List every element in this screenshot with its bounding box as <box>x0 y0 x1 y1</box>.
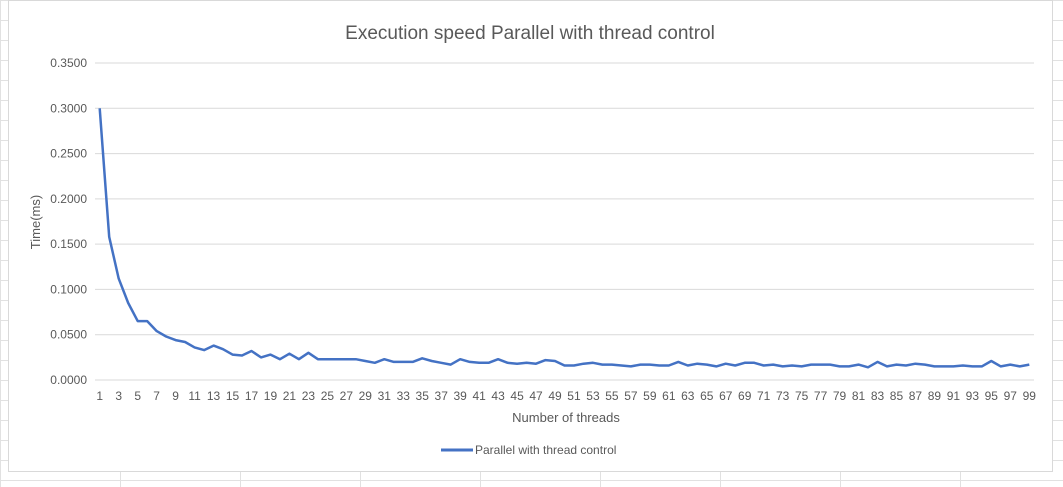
x-tick-label: 3 <box>115 389 122 403</box>
legend-label: Parallel with thread control <box>475 443 616 457</box>
x-tick-label: 7 <box>153 389 160 403</box>
y-tick-label: 0.1000 <box>50 282 87 296</box>
x-tick-label: 51 <box>567 389 581 403</box>
x-tick-label: 29 <box>359 389 373 403</box>
x-tick-label: 9 <box>172 389 179 403</box>
y-tick-label: 0.0000 <box>50 373 87 387</box>
x-tick-label: 93 <box>966 389 980 403</box>
x-tick-label: 89 <box>928 389 942 403</box>
x-tick-label: 5 <box>134 389 141 403</box>
y-tick-label: 0.2000 <box>50 192 87 206</box>
x-tick-label: 13 <box>207 389 221 403</box>
x-tick-label: 27 <box>340 389 354 403</box>
x-tick-label: 77 <box>814 389 828 403</box>
x-tick-label: 73 <box>776 389 790 403</box>
gridlines <box>95 62 1034 336</box>
x-tick-label: 97 <box>1004 389 1018 403</box>
x-tick-label: 17 <box>245 389 259 403</box>
x-tick-label: 81 <box>852 389 866 403</box>
x-tick-label: 15 <box>226 389 240 403</box>
x-tick-label: 49 <box>548 389 562 403</box>
x-tick-label: 91 <box>947 389 961 403</box>
x-tick-label: 37 <box>435 389 449 403</box>
series-layer <box>98 108 1030 369</box>
x-tick-label: 87 <box>909 389 923 403</box>
y-axis-ticks: 0.0000 0.0500 0.1000 0.1500 0.2000 0.2500 0.30… <box>50 56 87 387</box>
x-tick-label: 35 <box>416 389 430 403</box>
x-tick-label: 95 <box>985 389 999 403</box>
x-tick-label: 83 <box>871 389 885 403</box>
x-tick-label: 65 <box>700 389 714 403</box>
x-tick-label: 57 <box>624 389 638 403</box>
legend[interactable]: Parallel with thread control <box>441 443 616 457</box>
x-tick-label: 63 <box>681 389 695 403</box>
x-tick-label: 33 <box>397 389 411 403</box>
x-axis-label: Number of threads <box>512 410 620 425</box>
x-tick-label: 75 <box>795 389 809 403</box>
x-tick-label: 99 <box>1023 389 1037 403</box>
x-tick-label: 79 <box>833 389 847 403</box>
chart-title: Execution speed Parallel with thread con… <box>345 23 715 44</box>
x-tick-label: 45 <box>510 389 524 403</box>
x-tick-label: 43 <box>491 389 505 403</box>
x-tick-label: 85 <box>890 389 904 403</box>
y-tick-label: 0.3500 <box>50 56 87 70</box>
y-tick-label: 0.1500 <box>50 237 87 251</box>
x-tick-label: 47 <box>529 389 543 403</box>
x-tick-label: 11 <box>188 389 201 403</box>
x-tick-label: 53 <box>586 389 600 403</box>
x-tick-label: 39 <box>453 389 467 403</box>
series-line[interactable] <box>98 108 1030 369</box>
x-tick-label: 41 <box>472 389 486 403</box>
x-axis-ticks: 1 3 5 7 9 11 13 15 17 19 21 23 25 27 29 31 33 35 37 39 41 43 4… <box>96 389 1036 403</box>
x-tick-label: 67 <box>719 389 733 403</box>
x-tick-label: 61 <box>662 389 676 403</box>
line-chart: Execution speed Parallel with thread con… <box>28 23 1036 457</box>
x-tick-label: 1 <box>96 389 103 403</box>
y-axis-label: Time(ms) <box>28 195 43 249</box>
x-tick-label: 31 <box>378 389 392 403</box>
x-tick-label: 55 <box>605 389 619 403</box>
y-tick-label: 0.2500 <box>50 147 87 161</box>
chart-area[interactable]: Execution speed Parallel with thread con… <box>8 0 1053 472</box>
y-tick-label: 0.0500 <box>50 328 87 342</box>
x-tick-label: 59 <box>643 389 657 403</box>
x-tick-label: 71 <box>757 389 771 403</box>
x-tick-label: 23 <box>302 389 316 403</box>
x-tick-label: 21 <box>283 389 297 403</box>
x-tick-label: 25 <box>321 389 335 403</box>
x-tick-label: 19 <box>264 389 278 403</box>
x-tick-label: 69 <box>738 389 752 403</box>
y-tick-label: 0.3000 <box>50 101 87 115</box>
